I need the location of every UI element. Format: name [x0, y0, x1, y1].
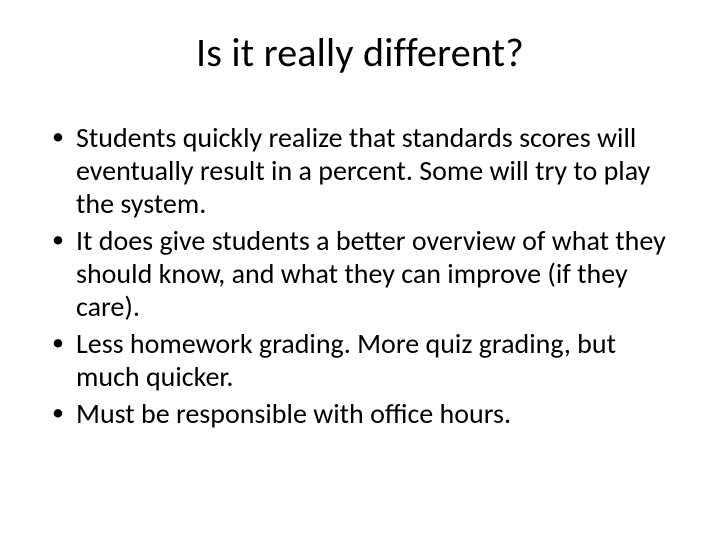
bullet-item: Must be responsible with office hours. — [46, 397, 674, 430]
bullet-item: Less homework grading. More quiz grading… — [46, 327, 674, 393]
bullet-list: Students quickly realize that standards … — [40, 121, 680, 430]
slide: Is it really different? Students quickly… — [0, 0, 720, 540]
bullet-item: Students quickly realize that standards … — [46, 121, 674, 220]
slide-title: Is it really different? — [40, 28, 680, 77]
bullet-item: It does give students a better overview … — [46, 224, 674, 323]
